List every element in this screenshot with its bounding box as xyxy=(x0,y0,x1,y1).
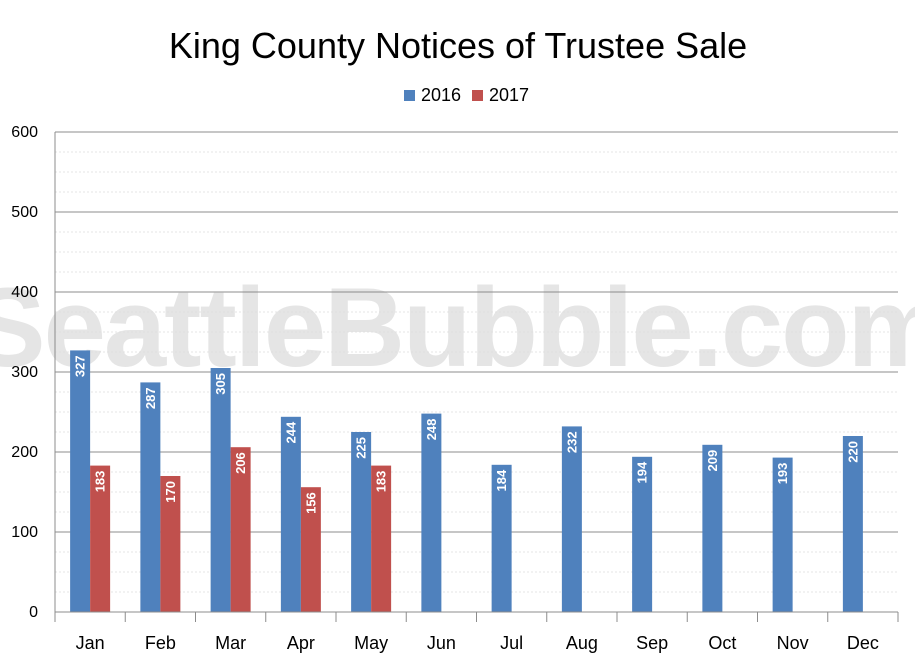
bar-2016-Jun xyxy=(421,413,442,612)
bar-2016-May xyxy=(351,432,372,612)
bar-2017-Feb xyxy=(160,476,181,612)
legend: 2016 2017 xyxy=(404,85,529,105)
x-tick-label: Aug xyxy=(566,633,598,653)
bar-2016-Feb xyxy=(140,382,161,612)
x-tick-label: Jul xyxy=(500,633,523,653)
data-label-2016-Nov: 193 xyxy=(775,463,790,485)
data-label-2016-Jul: 184 xyxy=(494,469,509,491)
bar-2016-Mar xyxy=(210,368,231,612)
x-tick-label: Feb xyxy=(145,633,176,653)
data-label-2017-May: 183 xyxy=(374,471,389,493)
legend-swatch-2016 xyxy=(404,90,415,101)
bar-2016-Apr xyxy=(280,416,301,612)
legend-label-2016: 2016 xyxy=(421,85,461,105)
bar-2016-Nov xyxy=(772,457,793,612)
bar-2017-May xyxy=(371,465,392,612)
y-tick-label: 300 xyxy=(11,364,38,381)
bar-2017-Jan xyxy=(90,465,111,612)
data-label-2016-Jun: 248 xyxy=(424,419,439,441)
bar-2016-Sep xyxy=(632,456,653,612)
x-tick-label: Dec xyxy=(847,633,879,653)
data-label-2017-Apr: 156 xyxy=(303,492,318,514)
data-label-2016-Mar: 305 xyxy=(213,373,228,395)
y-tick-label: 500 xyxy=(11,204,38,221)
chart-title: King County Notices of Trustee Sale xyxy=(169,25,747,66)
bar-2016-Jan xyxy=(70,350,91,612)
data-label-2016-Apr: 244 xyxy=(283,421,298,443)
x-tick-label: Nov xyxy=(777,633,809,653)
bar-2017-Apr xyxy=(300,487,321,612)
x-tick-label: Jun xyxy=(427,633,456,653)
bar-2016-Oct xyxy=(702,444,723,612)
y-tick-label: 100 xyxy=(11,524,38,541)
data-label-2016-Jan: 327 xyxy=(73,355,88,377)
data-label-2017-Jan: 183 xyxy=(93,471,108,493)
x-tick-label: Sep xyxy=(636,633,668,653)
x-tick-label: May xyxy=(354,633,388,653)
gridlines xyxy=(55,131,898,593)
watermark-text: SeattleBubble.com xyxy=(0,265,915,390)
y-tick-label: 200 xyxy=(11,444,38,461)
data-label-2016-May: 225 xyxy=(354,437,369,459)
x-tick-label: Apr xyxy=(287,633,315,653)
axes: 0 100 200 300 400 500 600 Jan Feb Mar Apr May Jun Jul… xyxy=(11,124,899,653)
data-label-2017-Feb: 170 xyxy=(163,481,178,503)
y-tick-label: 400 xyxy=(11,284,38,301)
data-label-2016-Dec: 220 xyxy=(845,441,860,463)
bar-2017-Mar xyxy=(230,447,251,612)
bar-2016-Aug xyxy=(561,426,582,612)
data-label-2016-Oct: 209 xyxy=(705,450,720,472)
bar-2016-Jul xyxy=(491,464,512,612)
bar-2016-Dec xyxy=(842,436,863,612)
watermark: SeattleBubble.com xyxy=(0,265,915,390)
x-tick-label: Oct xyxy=(708,633,736,653)
x-tick-label: Mar xyxy=(215,633,246,653)
data-label-2017-Mar: 206 xyxy=(233,452,248,474)
bars: 327 183 287 170 305 206 244 156 225 183 248 184 232 1… xyxy=(70,350,863,612)
y-tick-label: 600 xyxy=(11,124,38,141)
data-label-2016-Aug: 232 xyxy=(564,431,579,453)
y-tick-label: 0 xyxy=(29,604,38,621)
x-tick-label: Jan xyxy=(76,633,105,653)
data-label-2016-Sep: 194 xyxy=(635,461,650,483)
legend-swatch-2017 xyxy=(472,90,483,101)
legend-label-2017: 2017 xyxy=(489,85,529,105)
data-label-2016-Feb: 287 xyxy=(143,387,158,409)
